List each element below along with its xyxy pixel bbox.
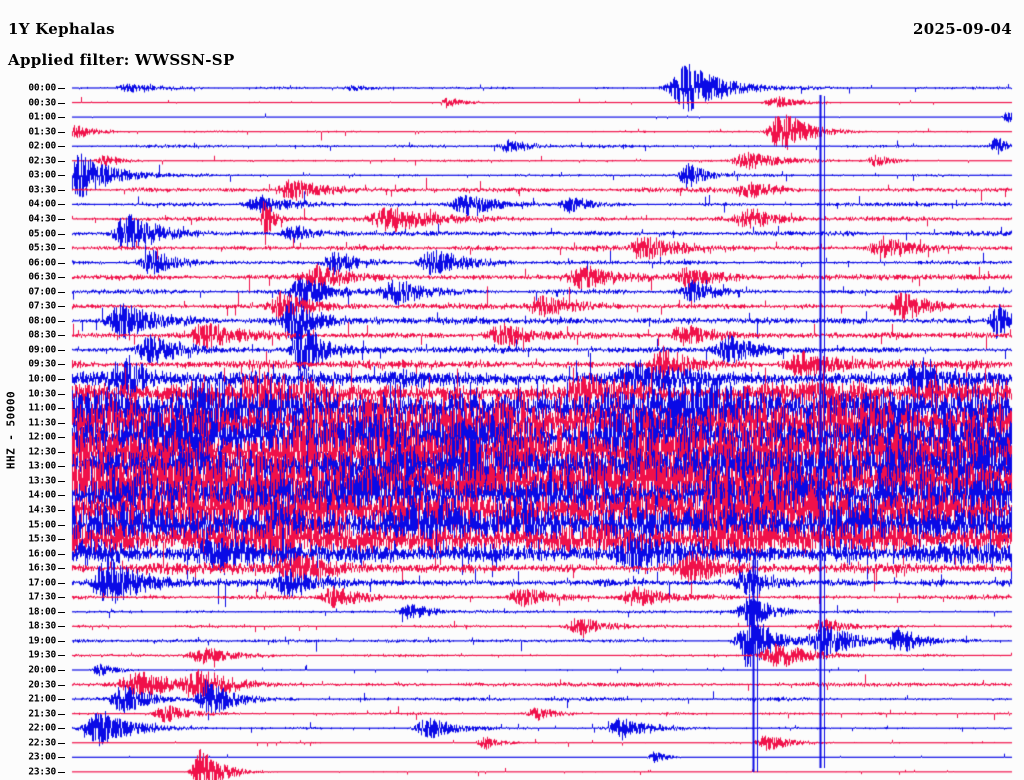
helicorder-plot: 1Y Kephalas Applied filter: WWSSN-SP 202… (0, 0, 1024, 780)
seismogram-traces (0, 0, 1024, 780)
